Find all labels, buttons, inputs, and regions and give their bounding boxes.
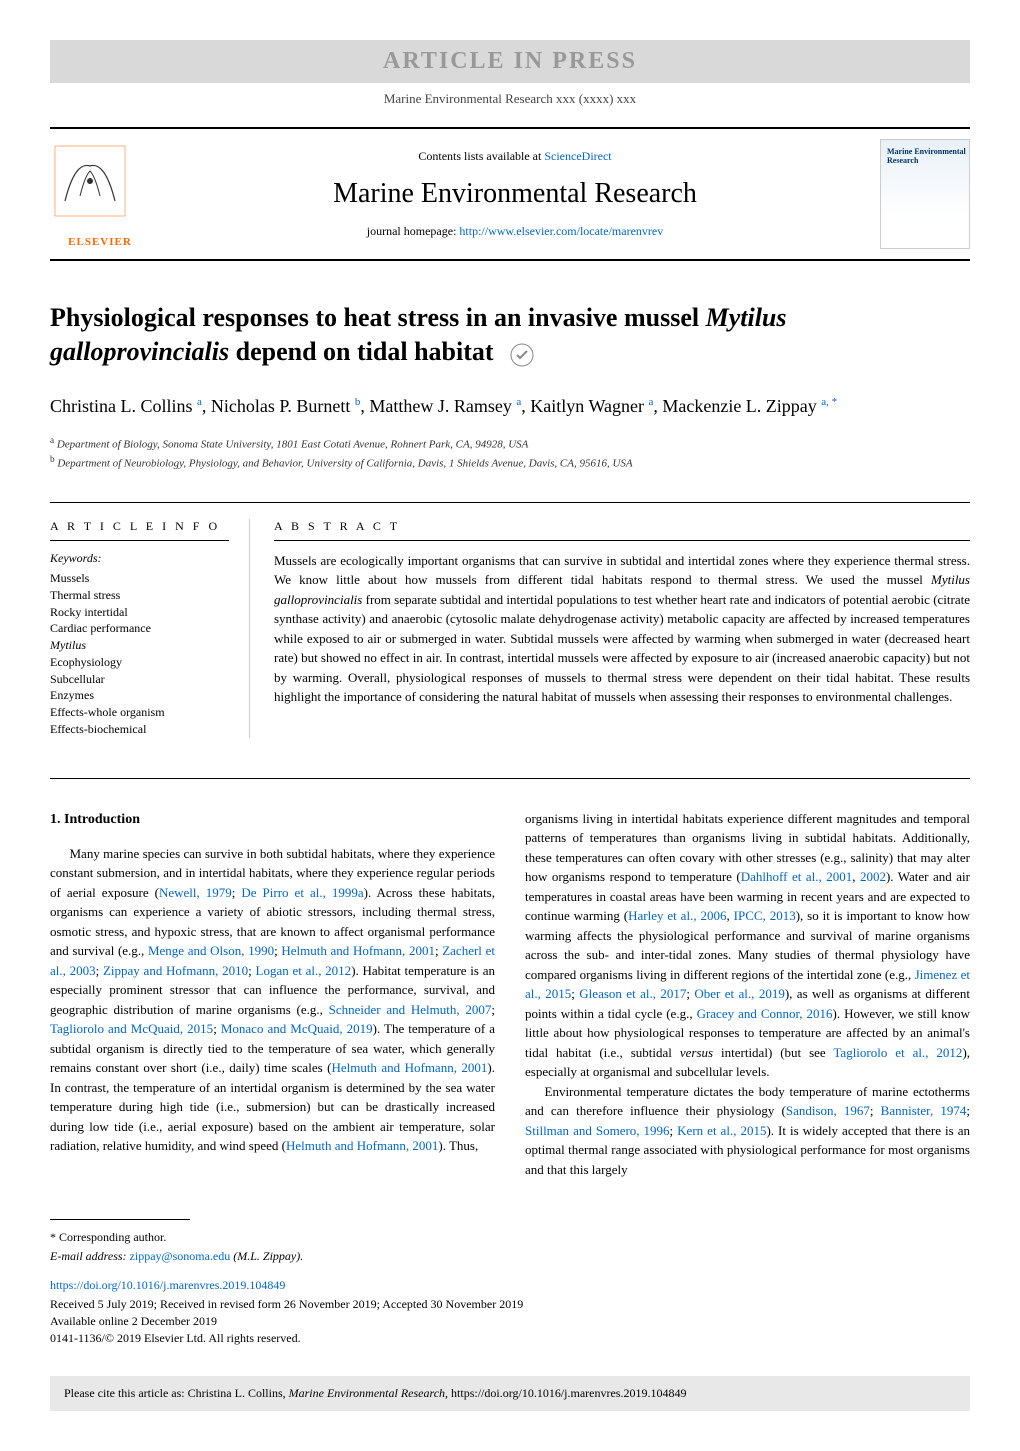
footer-divider bbox=[50, 1219, 190, 1220]
homepage-prefix: journal homepage: bbox=[367, 224, 460, 238]
crossmark-icon[interactable] bbox=[510, 342, 534, 366]
copyright-line: 0141-1136/© 2019 Elsevier Ltd. All right… bbox=[50, 1331, 970, 1346]
keywords-label: Keywords: bbox=[50, 551, 229, 566]
elsevier-logo-text: ELSEVIER bbox=[50, 236, 150, 248]
journal-header: ELSEVIER Contents lists available at Sci… bbox=[50, 127, 970, 261]
keyword: Mussels bbox=[50, 570, 229, 587]
sciencedirect-link[interactable]: ScienceDirect bbox=[544, 149, 611, 163]
email-label: E-mail address: bbox=[50, 1249, 130, 1263]
email-link[interactable]: zippay@sonoma.edu bbox=[130, 1249, 231, 1263]
abstract-post: from separate subtidal and intertidal po… bbox=[274, 592, 970, 705]
article-in-press-banner: ARTICLE IN PRESS bbox=[50, 40, 970, 83]
abstract-box: A B S T R A C T Mussels are ecologically… bbox=[250, 519, 970, 738]
corresponding-author: * Corresponding author. bbox=[50, 1230, 970, 1245]
contents-available-line: Contents lists available at ScienceDirec… bbox=[170, 149, 860, 164]
email-line: E-mail address: zippay@sonoma.edu (M.L. … bbox=[50, 1249, 970, 1264]
cite-box: Please cite this article as: Christina L… bbox=[50, 1376, 970, 1411]
affiliation: a Department of Biology, Sonoma State Un… bbox=[50, 434, 970, 453]
left-column: 1. Introduction Many marine species can … bbox=[50, 809, 495, 1180]
intro-paragraph-1: Many marine species can survive in both … bbox=[50, 844, 495, 1156]
article-info-box: A R T I C L E I N F O Keywords: MusselsT… bbox=[50, 519, 250, 738]
keyword: Rocky intertidal bbox=[50, 604, 229, 621]
info-abstract-row: A R T I C L E I N F O Keywords: MusselsT… bbox=[50, 502, 970, 738]
keyword: Effects-biochemical bbox=[50, 721, 229, 738]
affiliations: a Department of Biology, Sonoma State Un… bbox=[50, 434, 970, 472]
intro-paragraph-2: Environmental temperature dictates the b… bbox=[525, 1082, 970, 1180]
keyword: Cardiac performance bbox=[50, 620, 229, 637]
keyword: Ecophysiology bbox=[50, 654, 229, 671]
elsevier-logo: ELSEVIER bbox=[50, 141, 150, 248]
article-info-heading: A R T I C L E I N F O bbox=[50, 519, 229, 541]
affiliation: b Department of Neurobiology, Physiology… bbox=[50, 453, 970, 472]
available-line: Available online 2 December 2019 bbox=[50, 1314, 970, 1329]
email-suffix: (M.L. Zippay). bbox=[230, 1249, 303, 1263]
section-heading: 1. Introduction bbox=[50, 809, 495, 830]
contents-prefix: Contents lists available at bbox=[418, 149, 544, 163]
homepage-link[interactable]: http://www.elsevier.com/locate/marenvrev bbox=[459, 224, 663, 238]
doi-line: https://doi.org/10.1016/j.marenvres.2019… bbox=[50, 1278, 970, 1293]
authors-line: Christina L. Collins a, Nicholas P. Burn… bbox=[50, 393, 970, 420]
doi-link[interactable]: https://doi.org/10.1016/j.marenvres.2019… bbox=[50, 1278, 285, 1292]
homepage-line: journal homepage: http://www.elsevier.co… bbox=[170, 224, 860, 239]
abstract-heading: A B S T R A C T bbox=[274, 519, 970, 541]
title-post: depend on tidal habitat bbox=[229, 337, 493, 366]
article-title: Physiological responses to heat stress i… bbox=[50, 301, 970, 369]
divider bbox=[50, 778, 970, 779]
keyword: Enzymes bbox=[50, 687, 229, 704]
journal-name: Marine Environmental Research bbox=[170, 178, 860, 210]
journal-issue-line: Marine Environmental Research xxx (xxxx)… bbox=[50, 91, 970, 107]
keyword: Thermal stress bbox=[50, 587, 229, 604]
abstract-pre: Mussels are ecologically important organ… bbox=[274, 553, 970, 588]
cite-italic: Marine Environmental Research bbox=[289, 1386, 445, 1400]
received-line: Received 5 July 2019; Received in revise… bbox=[50, 1297, 970, 1312]
journal-cover-thumbnail: Marine Environmental Research bbox=[880, 139, 970, 249]
right-column: organisms living in intertidal habitats … bbox=[525, 809, 970, 1180]
title-pre: Physiological responses to heat stress i… bbox=[50, 303, 706, 332]
abstract-text: Mussels are ecologically important organ… bbox=[274, 551, 970, 707]
keywords-list: MusselsThermal stressRocky intertidalCar… bbox=[50, 570, 229, 738]
header-center: Contents lists available at ScienceDirec… bbox=[150, 149, 880, 239]
keyword: Effects-whole organism bbox=[50, 704, 229, 721]
intro-paragraph-1-cont: organisms living in intertidal habitats … bbox=[525, 809, 970, 1082]
journal-cover-text: Marine Environmental Research bbox=[887, 148, 969, 166]
cite-suffix: , https://doi.org/10.1016/j.marenvres.20… bbox=[445, 1386, 686, 1400]
keyword: Mytilus bbox=[50, 637, 229, 654]
cite-prefix: Please cite this article as: Christina L… bbox=[64, 1386, 289, 1400]
keyword: Subcellular bbox=[50, 671, 229, 688]
body-columns: 1. Introduction Many marine species can … bbox=[50, 809, 970, 1180]
